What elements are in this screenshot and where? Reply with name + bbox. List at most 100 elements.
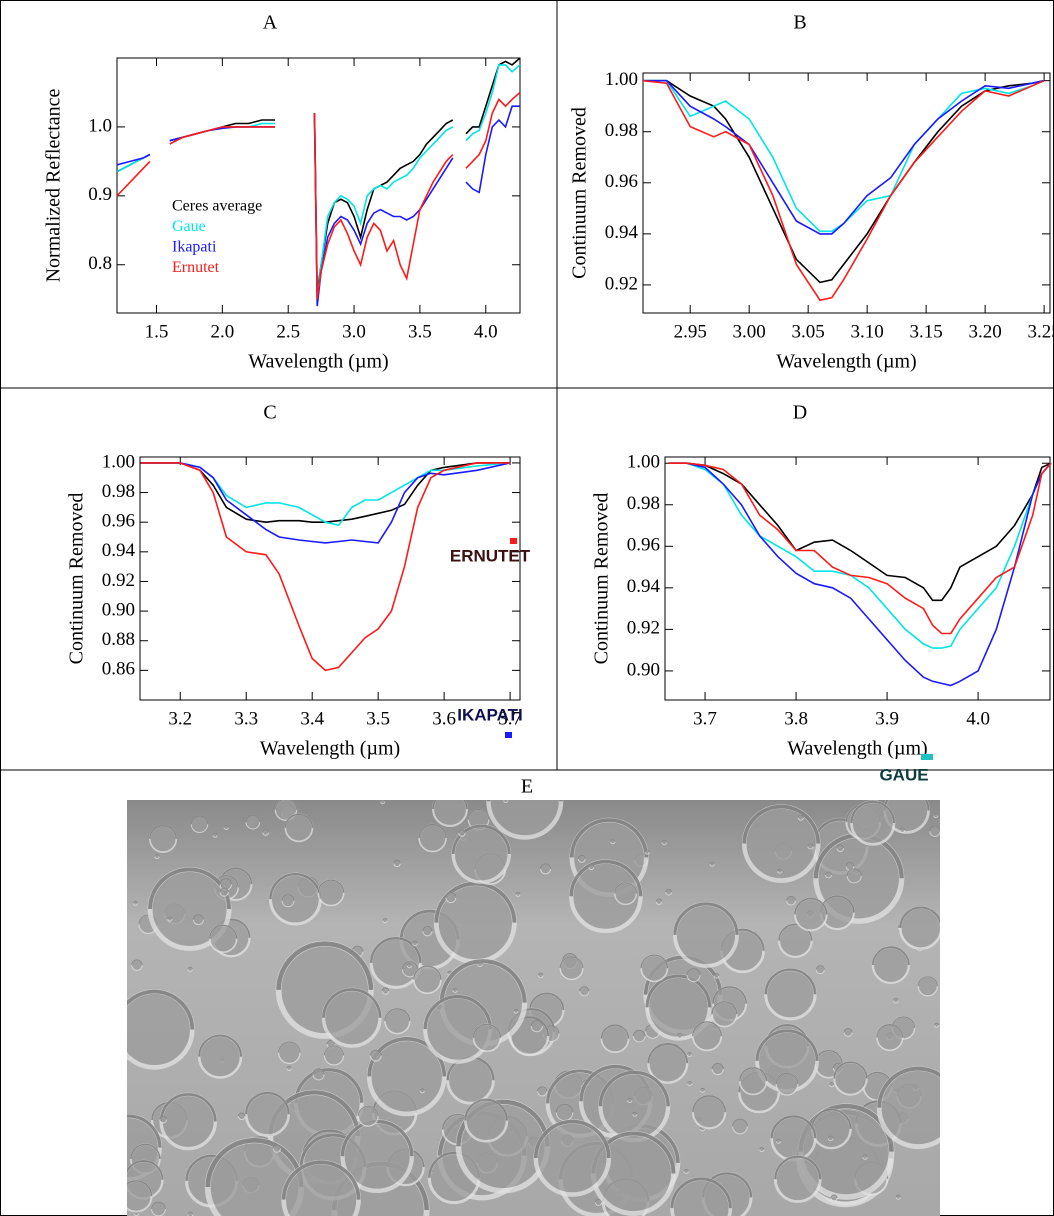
series-line <box>643 79 1045 233</box>
y-tick-label: 0.92 <box>102 570 135 591</box>
series-line <box>668 462 1052 635</box>
crater-shadow <box>850 800 896 824</box>
crater-shadow <box>555 1103 574 1113</box>
crater-shadow <box>323 1045 345 1056</box>
crater-shadow <box>883 800 930 811</box>
crater-shadow <box>380 800 386 802</box>
crater-shadow <box>187 1211 194 1215</box>
x-tick-label: 3.00 <box>733 321 766 342</box>
crater-shadow <box>274 800 298 810</box>
chart-title: A <box>263 12 278 34</box>
crater-shadow <box>579 986 590 992</box>
crater-shadow <box>807 843 814 847</box>
y-tick-label: 0.92 <box>605 273 638 294</box>
y-tick-label: 0.8 <box>88 253 112 274</box>
crater-shadow <box>422 926 433 932</box>
crater-shadow <box>167 916 173 920</box>
crater-shadow <box>456 1099 550 1147</box>
crater-shadow <box>833 1061 868 1079</box>
plot-frame <box>116 57 521 314</box>
x-tick-label: 3.7 <box>693 708 717 729</box>
crater-shadow <box>419 1088 425 1091</box>
x-axis-label: Wavelength (µm) <box>260 738 400 760</box>
crater-shadow <box>357 1105 379 1117</box>
crater-shadow <box>598 1070 670 1107</box>
crater-shadow <box>774 1155 822 1180</box>
crater-shadow <box>645 974 712 1008</box>
crater-shadow <box>627 1097 633 1101</box>
crater-shadow <box>151 1201 166 1210</box>
crater-shadow <box>577 854 586 859</box>
series-line <box>116 105 520 307</box>
series-line <box>116 91 521 300</box>
y-tick-label: 0.94 <box>627 576 661 597</box>
crater-shadow <box>686 968 701 976</box>
crater-shadow <box>131 959 143 966</box>
crater-shadow <box>917 976 938 987</box>
y-tick-label: 0.90 <box>627 659 660 680</box>
crater-shadow <box>286 1065 292 1069</box>
crater-shadow <box>811 1108 852 1129</box>
crater-shadow <box>322 988 382 1018</box>
y-tick-label: 0.98 <box>605 120 638 141</box>
y-tick-label: 1.00 <box>605 69 638 90</box>
crater <box>503 800 509 804</box>
x-tick-label: 1.5 <box>145 321 169 342</box>
crater-shadow <box>770 1115 817 1139</box>
series-line <box>668 462 1052 687</box>
site-marker <box>921 754 933 760</box>
crater-shadow <box>891 1016 916 1028</box>
crater-shadow <box>245 1091 290 1115</box>
crater-shadow <box>815 965 825 970</box>
crater-shadow <box>610 839 616 842</box>
crater-shadow <box>614 882 637 894</box>
site-marker <box>510 538 517 544</box>
plot-frame <box>664 456 1051 701</box>
crater-shadow <box>149 825 177 839</box>
crater-shadow <box>670 1177 732 1209</box>
crater-shadow <box>198 1034 243 1057</box>
crater-shadow <box>893 997 899 1001</box>
chart-title: B <box>793 12 806 34</box>
crater-shadow <box>451 824 511 855</box>
crater-shadow <box>513 1008 519 1012</box>
crater-shadow <box>406 963 412 966</box>
plot-frame <box>642 72 1051 314</box>
crater-shadow <box>503 800 509 801</box>
crater-shadow <box>824 871 832 876</box>
crater-shadow <box>683 1169 689 1172</box>
x-tick-label: 3.2 <box>168 708 192 729</box>
legend-entry: Ceres average <box>172 198 262 215</box>
x-tick-label: 3.9 <box>875 708 899 729</box>
crater-shadow <box>529 992 565 1011</box>
crater-shadow <box>934 1022 940 1026</box>
x-tick-label: 3.4 <box>300 708 324 729</box>
crater-shadow <box>647 1042 689 1064</box>
x-tick-label: 3.0 <box>342 321 366 342</box>
crater-shadow <box>127 1180 153 1197</box>
crater-shadow <box>742 804 821 844</box>
crater-shadow <box>709 861 715 865</box>
crater-shadow <box>871 946 910 966</box>
y-tick-label: 0.90 <box>102 599 135 620</box>
crater-shadow <box>369 1049 382 1056</box>
y-tick-label: 1.0 <box>88 115 112 136</box>
crater-shadow <box>836 844 845 849</box>
crater-shadow <box>862 1154 868 1158</box>
crater-shadow <box>445 892 457 898</box>
legend-entry: Ikapati <box>172 239 217 256</box>
crater-shadow <box>326 1039 336 1045</box>
crater-shadow <box>692 1095 727 1113</box>
crater-shadow <box>661 839 667 843</box>
crater-shadow <box>559 956 584 969</box>
y-tick-label: 0.94 <box>605 222 639 243</box>
crater-shadow <box>873 800 879 801</box>
crater-shadow <box>159 1115 168 1120</box>
x-axis-label: Wavelength (µm) <box>248 351 388 373</box>
site-marker <box>505 732 512 738</box>
x-tick-label: 2.0 <box>210 321 234 342</box>
crater-shadow <box>588 864 595 868</box>
surface-image <box>127 800 940 1216</box>
crater-shadow <box>777 868 783 872</box>
